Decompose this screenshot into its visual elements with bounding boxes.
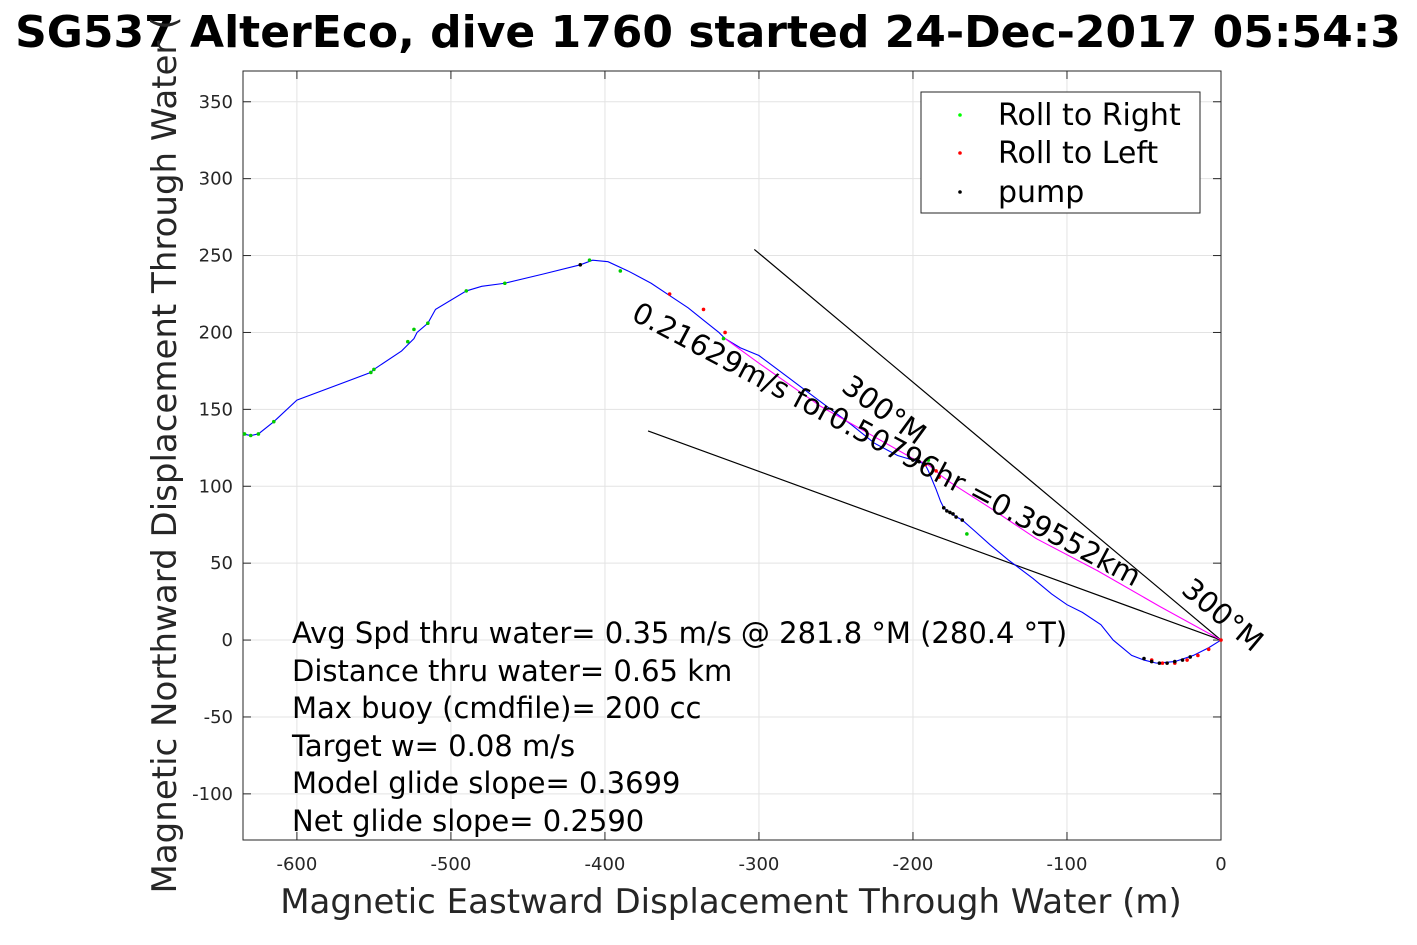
- marker-roll-right: [587, 258, 592, 262]
- marker-pump: [1180, 658, 1185, 662]
- stat-target-w: Target w= 0.08 m/s: [291, 729, 575, 763]
- chart-title: SG537 AlterEco, dive 1760 started 24-Dec…: [15, 7, 1401, 58]
- marker-roll-right: [372, 367, 376, 372]
- marker-pump: [1157, 661, 1162, 665]
- marker-pump: [1149, 659, 1154, 664]
- rotated-annotation: 300°M: [1176, 571, 1271, 658]
- legend-label-roll-left: Roll to Left: [998, 136, 1158, 171]
- heading-line: [753, 248, 1222, 641]
- data-lines: [242, 248, 1222, 664]
- marker-pump: [951, 512, 955, 516]
- track-line: [242, 259, 1222, 664]
- plot-frame: [242, 70, 1222, 841]
- marker-pump: [1142, 656, 1146, 661]
- marker-roll-right: [926, 458, 931, 462]
- legend-label-roll-right: Roll to Right: [998, 98, 1181, 133]
- legend-marker-pump: [958, 190, 962, 194]
- marker-roll-left: [1196, 653, 1200, 658]
- stat-net-glide: Net glide slope= 0.2590: [292, 804, 644, 838]
- marker-roll-right: [272, 419, 276, 424]
- x-tick-label: -100: [1047, 854, 1088, 875]
- marker-pump: [578, 262, 583, 267]
- rotated-annotation: 0.21629m/s for0.50796hr =0.39552km: [627, 295, 1147, 593]
- marker-roll-right: [405, 339, 410, 344]
- marker-pump: [1172, 659, 1177, 664]
- stat-avg-speed: Avg Spd thru water= 0.35 m/s @ 281.8 °M …: [292, 616, 1067, 650]
- marker-roll-left: [723, 330, 727, 335]
- marker-roll-left: [934, 469, 938, 473]
- marker-roll-right: [369, 370, 373, 375]
- marker-roll-left: [701, 307, 706, 312]
- marker-roll-left: [1160, 661, 1165, 665]
- marker-pump: [911, 458, 915, 462]
- legend: Roll to Right Roll to Left pump: [920, 91, 1201, 214]
- legend-marker-roll-right: [958, 113, 962, 117]
- marker-pump: [941, 505, 946, 510]
- marker-roll-right: [256, 432, 261, 436]
- x-tick-label: -600: [276, 854, 317, 875]
- ticks: -600 -500 -400 -300 -200 -100 0-100-5005010015…: [192, 71, 1227, 875]
- marker-roll-right: [412, 327, 416, 332]
- x-axis-label: Magnetic Eastward Displacement Through W…: [280, 882, 1182, 922]
- marker-roll-left: [1206, 647, 1211, 652]
- legend-marker-roll-left: [958, 151, 962, 155]
- y-tick-label: 200: [199, 322, 233, 343]
- marker-roll-left: [1185, 658, 1189, 662]
- marker-roll-left: [667, 292, 672, 296]
- marker-pump: [954, 515, 958, 519]
- x-tick-label: -400: [585, 854, 626, 875]
- y-tick-label: 50: [210, 553, 233, 574]
- x-tick-label: -500: [430, 854, 471, 875]
- y-tick-label: 250: [199, 246, 233, 267]
- marker-roll-left: [923, 462, 928, 467]
- marker-pump: [948, 510, 952, 515]
- stats-block: Avg Spd thru water= 0.35 m/s @ 281.8 °M …: [291, 616, 1067, 838]
- annotations: 300°M0.21629m/s for0.50796hr =0.39552km3…: [627, 295, 1270, 658]
- marker-roll-right: [965, 532, 969, 536]
- y-tick-label: -50: [204, 707, 233, 728]
- marker-roll-right: [464, 289, 469, 293]
- marker-roll-left: [1219, 638, 1223, 642]
- y-tick-label: 0: [222, 630, 233, 651]
- stat-model-glide: Model glide slope= 0.3699: [292, 766, 680, 800]
- x-tick-label: -200: [893, 854, 934, 875]
- marker-pump: [960, 518, 965, 522]
- stat-distance: Distance thru water= 0.65 km: [292, 654, 732, 688]
- y-tick-label: -100: [192, 784, 233, 805]
- marker-pump: [945, 509, 949, 513]
- heading-line: [647, 430, 1222, 641]
- y-axis-label: Magnetic Northward Displacement Through …: [145, 17, 185, 894]
- marker-pump: [1188, 655, 1192, 659]
- marker-roll-right: [721, 336, 726, 341]
- x-tick-label: 0: [1215, 854, 1226, 875]
- marker-roll-right: [503, 281, 507, 286]
- marker-pump: [917, 459, 921, 464]
- marker-roll-right: [248, 433, 253, 438]
- x-tick-label: -300: [739, 854, 780, 875]
- y-tick-label: 350: [199, 92, 233, 113]
- legend-label-pump: pump: [998, 175, 1084, 210]
- y-tick-label: 100: [199, 476, 233, 497]
- track-line: [724, 338, 1222, 641]
- data-markers: [242, 258, 1223, 665]
- stat-max-buoy: Max buoy (cmdfile)= 200 cc: [292, 691, 701, 725]
- marker-roll-right: [426, 321, 430, 326]
- marker-roll-right: [618, 269, 623, 273]
- marker-roll-left: [937, 475, 941, 479]
- marker-roll-right: [242, 432, 247, 436]
- y-tick-label: 300: [199, 169, 233, 190]
- y-tick-label: 150: [199, 399, 233, 420]
- legend-box: [920, 91, 1201, 214]
- marker-pump: [1165, 661, 1169, 665]
